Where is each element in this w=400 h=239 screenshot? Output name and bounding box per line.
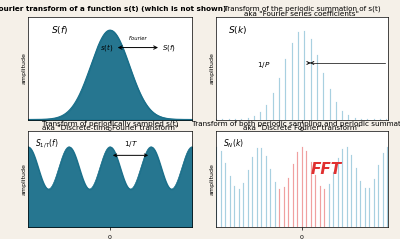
X-axis label: frequency: frequency: [286, 134, 318, 139]
Y-axis label: amplitude: amplitude: [22, 163, 27, 195]
Text: Transform of both periodic sampling and periodic summation: Transform of both periodic sampling and …: [192, 121, 400, 127]
Text: FFT: FFT: [311, 162, 342, 177]
Text: Fourier: Fourier: [128, 36, 147, 41]
Text: $s(t)$: $s(t)$: [100, 42, 113, 53]
X-axis label: frequency: frequency: [94, 134, 126, 139]
Y-axis label: amplitude: amplitude: [210, 163, 215, 195]
Text: $S(k)$: $S(k)$: [228, 24, 247, 36]
Text: $S_{1/T}(f)$: $S_{1/T}(f)$: [34, 137, 58, 150]
Y-axis label: amplitude: amplitude: [22, 52, 27, 84]
Text: Transform of the periodic summation of s(t): Transform of the periodic summation of s…: [224, 6, 380, 12]
Text: aka "Fourier series coefficients": aka "Fourier series coefficients": [244, 11, 360, 17]
Text: $S(f)$: $S(f)$: [51, 24, 68, 36]
Y-axis label: amplitude: amplitude: [210, 52, 215, 84]
Text: aka "Discrete Fourier transform": aka "Discrete Fourier transform": [243, 125, 361, 131]
Text: Transform of periodically sampled s(t): Transform of periodically sampled s(t): [42, 121, 178, 127]
Text: aka "Discrete-time Fourier transform": aka "Discrete-time Fourier transform": [42, 125, 178, 131]
Text: $1/T$: $1/T$: [124, 139, 138, 149]
Text: $1/P$: $1/P$: [257, 60, 271, 70]
Text: $S(f)$: $S(f)$: [162, 43, 176, 53]
Text: Fourier transform of a function s(t) (which is not shown): Fourier transform of a function s(t) (wh…: [0, 6, 226, 12]
Text: $S_N(k)$: $S_N(k)$: [223, 137, 244, 150]
